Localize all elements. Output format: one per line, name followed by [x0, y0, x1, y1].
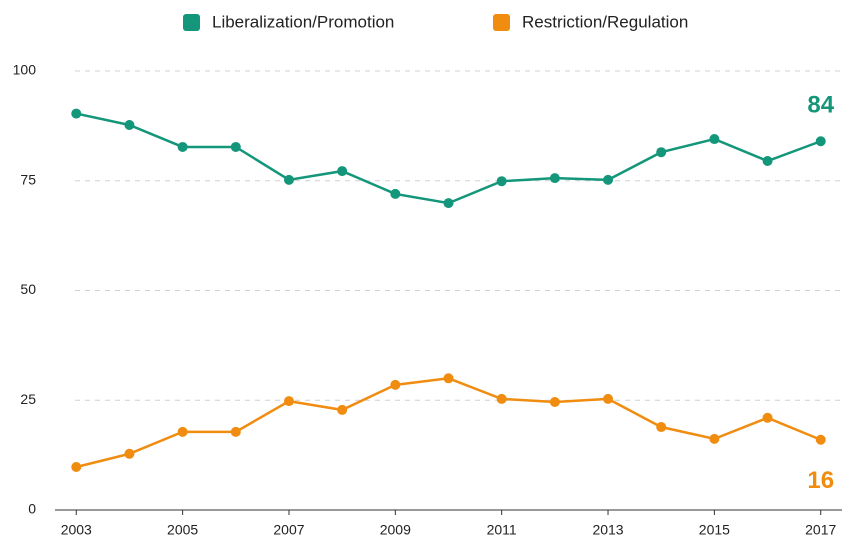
data-point — [390, 379, 401, 390]
data-point — [443, 198, 454, 209]
x-tick-label: 2017 — [805, 522, 836, 538]
data-point — [709, 433, 720, 444]
x-tick-label: 2011 — [487, 522, 517, 538]
data-point — [124, 448, 135, 459]
y-tick-label: 25 — [20, 391, 36, 407]
data-point — [762, 155, 773, 166]
y-tick-label: 0 — [28, 501, 36, 517]
x-tick-label: 2015 — [699, 522, 730, 538]
data-point — [496, 393, 507, 404]
series-line — [75, 377, 822, 469]
data-point — [337, 404, 348, 415]
data-point — [71, 108, 82, 119]
legend-label: Restriction/Regulation — [522, 12, 688, 31]
series-line — [76, 112, 822, 205]
data-point — [496, 176, 507, 187]
legend-swatch — [183, 14, 200, 31]
y-tick-label: 75 — [20, 171, 36, 187]
data-point — [124, 119, 135, 130]
data-point — [337, 166, 348, 177]
data-point — [177, 141, 188, 152]
data-point — [230, 141, 241, 152]
data-point — [603, 393, 614, 404]
data-point — [815, 434, 826, 445]
data-point — [656, 147, 667, 158]
x-tick-label: 2009 — [380, 522, 411, 538]
data-point — [549, 173, 560, 184]
data-point — [230, 426, 241, 437]
data-point — [815, 136, 826, 147]
end-label: 84 — [807, 92, 834, 119]
data-point — [390, 188, 401, 199]
data-point — [443, 373, 454, 384]
data-point — [177, 426, 188, 437]
data-point — [283, 174, 294, 185]
end-label: 16 — [807, 467, 834, 494]
data-point — [709, 134, 720, 145]
data-point — [71, 461, 82, 472]
legend-label: Liberalization/Promotion — [212, 12, 394, 31]
x-tick-label: 2003 — [61, 522, 92, 538]
data-point — [549, 397, 560, 408]
x-tick-label: 2005 — [167, 522, 198, 538]
data-point — [283, 396, 294, 407]
data-point — [603, 174, 614, 185]
x-tick-label: 2013 — [592, 522, 623, 538]
y-tick-label: 100 — [13, 62, 37, 78]
x-tick-label: 2007 — [273, 522, 304, 538]
y-tick-label: 50 — [20, 281, 36, 297]
legend-swatch — [493, 14, 510, 31]
data-point — [656, 422, 667, 433]
data-point — [762, 412, 773, 423]
